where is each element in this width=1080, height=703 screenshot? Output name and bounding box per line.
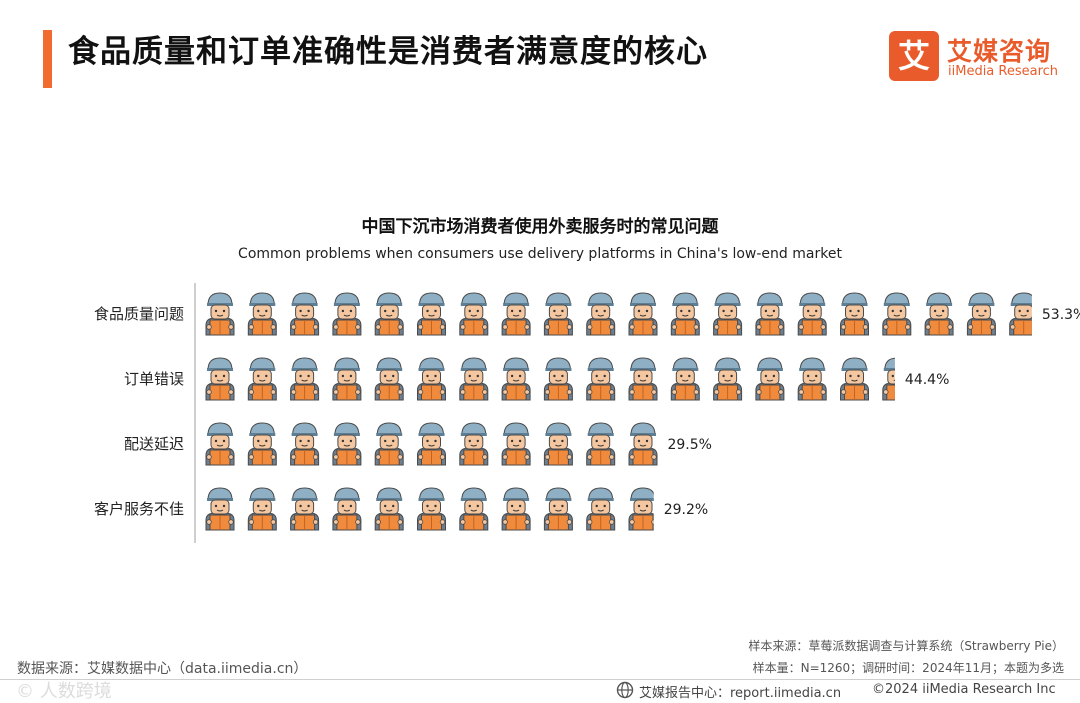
delivery-person-icon xyxy=(290,487,320,531)
delivery-person-icon xyxy=(205,357,235,401)
chart-title: 中国下沉市场消费者使用外卖服务时的常见问题 xyxy=(361,217,719,237)
delivery-person-icon xyxy=(840,357,869,401)
chart-rows: 食品质量问题 53.3% 订单错误 44.4% 配送延迟 29.5% 客户服务不佳 29.2% xyxy=(94,292,1080,531)
bar-icons xyxy=(205,292,1032,336)
chart-row: 订单错误 44.4% xyxy=(124,357,949,401)
sample-info-note: 样本量：N=1260；调研时间：2024年11月；本题为多选 xyxy=(752,661,1064,675)
bar-icons xyxy=(205,487,654,531)
delivery-person-icon xyxy=(205,487,235,531)
delivery-person-icon xyxy=(332,357,362,401)
delivery-person-icon xyxy=(543,487,573,531)
delivery-person-icon xyxy=(586,292,616,336)
delivery-person-icon xyxy=(247,357,277,401)
delivery-person-icon xyxy=(628,422,658,466)
delivery-person-icon xyxy=(882,357,895,401)
delivery-person-icon xyxy=(459,487,489,531)
delivery-person-icon xyxy=(332,292,362,336)
partial-icon xyxy=(882,357,895,401)
page-title: 食品质量和订单准确性是消费者满意度的核心 xyxy=(68,34,708,70)
delivery-person-icon xyxy=(586,357,616,401)
delivery-person-icon xyxy=(290,292,320,336)
chart-subtitle: Common problems when consumers use deliv… xyxy=(238,246,842,262)
partial-icon xyxy=(1009,292,1032,336)
logo-mark: 艾 xyxy=(889,31,939,81)
delivery-person-icon xyxy=(755,357,785,401)
delivery-person-icon xyxy=(459,292,489,336)
delivery-person-icon xyxy=(966,292,996,336)
delivery-person-icon xyxy=(374,422,404,466)
value-label: 29.2% xyxy=(664,502,708,518)
delivery-person-icon xyxy=(374,487,404,531)
delivery-person-icon xyxy=(713,292,743,336)
delivery-person-icon xyxy=(924,292,954,336)
value-label: 53.3% xyxy=(1042,307,1080,323)
delivery-person-icon xyxy=(417,487,446,531)
delivery-person-icon xyxy=(417,357,446,401)
delivery-person-icon xyxy=(797,292,827,336)
category-label: 客户服务不佳 xyxy=(94,500,184,518)
logo-name-cn: 艾媒咨询 xyxy=(947,37,1052,66)
delivery-person-icon xyxy=(247,487,277,531)
delivery-person-icon xyxy=(459,422,489,466)
delivery-person-icon xyxy=(501,292,531,336)
delivery-person-icon xyxy=(501,357,531,401)
delivery-person-icon xyxy=(374,357,404,401)
footer: 艾媒报告中心：report.iimedia.cn ©2024 iiMedia R… xyxy=(0,681,1080,702)
delivery-person-icon xyxy=(628,487,654,531)
footer-divider xyxy=(0,679,1080,680)
delivery-person-icon xyxy=(417,292,446,336)
chart-row: 配送延迟 29.5% xyxy=(124,422,712,466)
delivery-person-icon xyxy=(713,357,743,401)
logo-glyph: 艾 xyxy=(897,37,930,75)
delivery-person-icon xyxy=(628,357,658,401)
delivery-person-icon xyxy=(797,357,827,401)
partial-icon xyxy=(628,487,654,531)
delivery-person-icon xyxy=(543,357,573,401)
delivery-person-icon xyxy=(1009,292,1032,336)
footer-site-link[interactable]: 艾媒报告中心：report.iimedia.cn xyxy=(639,686,842,701)
delivery-person-icon xyxy=(247,292,277,336)
delivery-person-icon xyxy=(501,487,531,531)
footer-copyright: ©2024 iiMedia Research Inc xyxy=(872,682,1056,697)
bar-icons xyxy=(205,357,895,401)
delivery-person-icon xyxy=(670,357,700,401)
delivery-person-icon xyxy=(543,422,573,466)
value-label: 29.5% xyxy=(667,437,711,453)
category-label: 订单错误 xyxy=(124,370,184,388)
delivery-person-icon xyxy=(290,422,320,466)
title-accent-bar xyxy=(43,30,52,88)
iimedia-logo: 艾 艾媒咨询 iiMedia Research xyxy=(889,31,1059,83)
delivery-person-icon xyxy=(417,422,446,466)
delivery-person-icon xyxy=(840,292,869,336)
sample-source-note: 样本来源：草莓派数据调查与计算系统（Strawberry Pie） xyxy=(748,639,1064,653)
logo-name-en: iiMedia Research xyxy=(948,64,1059,79)
category-label: 配送延迟 xyxy=(124,435,184,453)
delivery-person-icon xyxy=(459,357,489,401)
delivery-person-icon xyxy=(332,487,362,531)
delivery-person-icon xyxy=(374,292,404,336)
delivery-person-icon xyxy=(543,292,573,336)
chart-row: 食品质量问题 53.3% xyxy=(94,292,1080,336)
delivery-person-icon xyxy=(332,422,362,466)
value-label: 44.4% xyxy=(905,372,949,388)
delivery-person-icon xyxy=(205,422,235,466)
delivery-person-icon xyxy=(205,292,235,336)
category-label: 食品质量问题 xyxy=(94,305,184,323)
delivery-person-icon xyxy=(501,422,531,466)
partial-icon xyxy=(628,422,658,466)
data-source-note: 数据来源：艾媒数据中心（data.iimedia.cn） xyxy=(17,661,308,677)
bar-icons xyxy=(205,422,658,466)
delivery-person-icon xyxy=(247,422,277,466)
globe-icon xyxy=(616,681,634,699)
delivery-person-icon xyxy=(882,292,912,336)
watermark: © 人数跨境 xyxy=(16,681,112,702)
delivery-person-icon xyxy=(290,357,320,401)
delivery-person-icon xyxy=(586,422,616,466)
delivery-person-icon xyxy=(628,292,658,336)
delivery-person-icon xyxy=(755,292,785,336)
delivery-person-icon xyxy=(670,292,700,336)
delivery-person-icon xyxy=(586,487,616,531)
chart-row: 客户服务不佳 29.2% xyxy=(94,487,708,531)
